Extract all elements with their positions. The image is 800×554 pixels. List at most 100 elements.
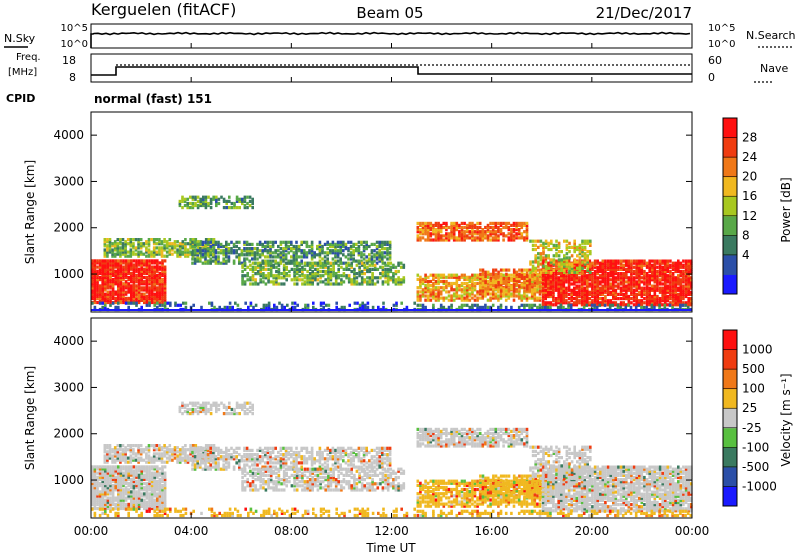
velocity-cell bbox=[140, 488, 143, 492]
power-cell bbox=[127, 286, 130, 290]
velocity-cell bbox=[98, 481, 102, 486]
power-cell bbox=[653, 292, 657, 296]
power-cell bbox=[512, 230, 516, 234]
velocity-cell bbox=[93, 469, 97, 473]
power-cell bbox=[251, 249, 254, 253]
power-cell bbox=[199, 254, 203, 258]
power-cell bbox=[671, 272, 675, 276]
velocity-cell bbox=[140, 471, 143, 475]
power-cell bbox=[243, 206, 247, 210]
velocity-cell bbox=[150, 502, 154, 506]
velocity-cell bbox=[132, 465, 136, 469]
power-cell bbox=[111, 259, 115, 263]
power-cell bbox=[690, 299, 693, 303]
power-cell bbox=[479, 281, 482, 285]
power-cell bbox=[555, 247, 558, 252]
power-cell bbox=[622, 292, 625, 296]
power-cell bbox=[381, 269, 385, 274]
power-cell bbox=[241, 269, 244, 274]
power-cell bbox=[389, 276, 393, 280]
power-cell bbox=[132, 282, 136, 286]
velocity-cell bbox=[104, 492, 107, 496]
power-cell bbox=[191, 195, 195, 199]
power-cell bbox=[143, 298, 146, 302]
power-cell bbox=[119, 269, 123, 273]
power-cell bbox=[653, 303, 657, 307]
power-cell bbox=[586, 301, 589, 305]
power-cell bbox=[101, 286, 104, 290]
power-cell bbox=[98, 259, 102, 263]
velocity-cell bbox=[158, 500, 162, 504]
power-cell bbox=[156, 286, 159, 290]
velocity-cell bbox=[101, 494, 104, 498]
power-cell bbox=[573, 286, 576, 290]
power-cell bbox=[272, 274, 275, 278]
velocity-cell bbox=[124, 477, 128, 481]
power-cell bbox=[345, 267, 348, 271]
power-cell bbox=[365, 255, 368, 259]
power-cell bbox=[583, 276, 586, 280]
power-cell bbox=[357, 261, 361, 265]
power-cell bbox=[269, 249, 272, 253]
power-cell bbox=[525, 236, 529, 240]
power-cell bbox=[606, 284, 610, 288]
power-cell bbox=[301, 274, 304, 278]
power-cell bbox=[181, 244, 185, 248]
power-cell bbox=[478, 238, 482, 242]
power-cell bbox=[161, 267, 164, 271]
power-cell bbox=[538, 305, 542, 309]
power-cell bbox=[353, 282, 356, 286]
power-cell bbox=[499, 272, 503, 276]
velocity-cell bbox=[98, 502, 102, 506]
power-cell bbox=[225, 261, 228, 265]
power-cell bbox=[158, 284, 162, 288]
power-cell bbox=[313, 255, 316, 259]
velocity-cell bbox=[137, 477, 141, 481]
power-cell bbox=[502, 221, 505, 225]
power-cell bbox=[666, 263, 670, 267]
power-cell bbox=[494, 296, 498, 300]
velocity-cell bbox=[96, 471, 99, 475]
power-cell bbox=[394, 272, 398, 276]
power-cell bbox=[249, 267, 252, 271]
power-cell bbox=[510, 234, 513, 238]
power-cell bbox=[661, 288, 664, 292]
power-cell bbox=[402, 276, 406, 280]
power-cell bbox=[298, 267, 301, 271]
power-cell bbox=[331, 249, 335, 253]
power-cell bbox=[648, 290, 651, 294]
velocity-cell bbox=[119, 498, 123, 502]
power-cell bbox=[389, 265, 393, 269]
velocity-cell bbox=[150, 506, 154, 511]
power-cell bbox=[679, 303, 682, 307]
power-cell bbox=[608, 303, 612, 307]
power-cell bbox=[442, 296, 446, 300]
power-cell bbox=[601, 292, 605, 296]
power-cell bbox=[460, 303, 464, 307]
power-cell bbox=[447, 275, 451, 279]
velocity-cell bbox=[145, 477, 149, 481]
power-cell bbox=[130, 278, 133, 282]
velocity-cell bbox=[158, 477, 162, 481]
power-cell bbox=[202, 199, 205, 203]
power-cell bbox=[101, 280, 104, 284]
power-cell bbox=[599, 301, 602, 305]
power-cell bbox=[525, 225, 529, 230]
power-cell bbox=[542, 252, 545, 256]
power-cell bbox=[583, 262, 587, 266]
power-cell bbox=[370, 257, 374, 261]
power-cell bbox=[91, 294, 94, 298]
power-cell bbox=[316, 282, 320, 286]
power-cell bbox=[101, 294, 104, 298]
power-cell bbox=[392, 274, 395, 278]
power-cell bbox=[274, 251, 277, 255]
power-cell bbox=[93, 282, 97, 286]
power-cell bbox=[355, 249, 358, 253]
power-cell bbox=[316, 263, 320, 267]
power-cell bbox=[494, 236, 498, 240]
power-cell bbox=[580, 297, 584, 301]
power-cell bbox=[589, 241, 592, 245]
velocity-cell bbox=[158, 481, 162, 486]
power-cell bbox=[510, 230, 513, 234]
power-cell bbox=[135, 269, 138, 273]
